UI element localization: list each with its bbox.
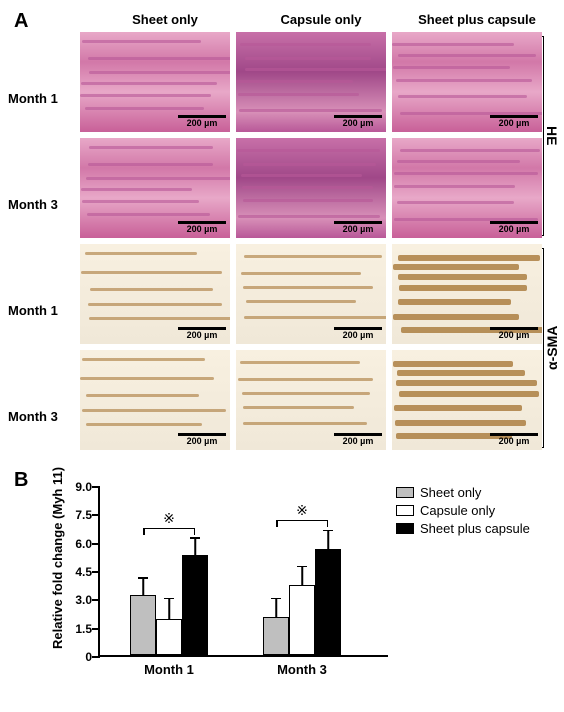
col-header: Capsule only [246,12,396,27]
scale-bar: 200 µm [178,115,226,128]
micrograph: 200 µm [392,350,542,450]
stain-label-he: HE [544,36,560,236]
ytick-label: 6.0 [66,537,92,551]
micrograph: 200 µm [392,32,542,132]
ytick-label: 4.5 [66,565,92,579]
legend-item: Sheet only [396,485,530,500]
scale-bar: 200 µm [490,221,538,234]
scale-bar: 200 µm [490,115,538,128]
column-headers: Sheet only Capsule only Sheet plus capsu… [90,12,552,27]
row-label: Month 1 [8,48,58,148]
significance-bracket [143,528,195,534]
micrograph: 200 µm [80,32,230,132]
bar [130,595,156,655]
ytick-label: 9.0 [66,480,92,494]
micrograph: 200 µm [236,244,386,344]
micrograph: 200 µm [236,32,386,132]
micrograph-grid: 200 µm 200 µm 200 µm 200 µm 200 µm 200 µm 200 … [80,32,542,450]
col-header: Sheet only [90,12,240,27]
scale-bar: 200 µm [178,327,226,340]
legend-label: Sheet plus capsule [420,521,530,536]
ytick-label: 3.0 [66,593,92,607]
micrograph: 200 µm [236,350,386,450]
panel-a: A Sheet only Capsule only Sheet plus cap… [8,10,556,465]
row-label: Month 1 [8,260,58,360]
col-header: Sheet plus capsule [402,12,552,27]
micrograph: 200 µm [80,138,230,238]
legend-label: Sheet only [420,485,481,500]
scale-bar: 200 µm [490,433,538,446]
panel-a-label: A [14,10,28,33]
y-axis-label: Relative fold change (Myh 11) [50,467,65,649]
bar-chart: 01.53.04.56.07.59.0Month 1Month 3※※ [98,487,388,657]
scale-bar: 200 µm [334,115,382,128]
stain-label-sma: α-SMA [544,248,560,448]
bar [289,585,315,655]
ytick-label: 7.5 [66,508,92,522]
scale-bar: 200 µm [334,221,382,234]
micrograph: 200 µm [80,244,230,344]
significance-marker: ※ [163,510,175,527]
panel-b: B Relative fold change (Myh 11) 0 1.5 3.0 4… [8,469,556,699]
scale-bar: 200 µm [334,327,382,340]
micrograph: 200 µm [236,138,386,238]
scale-bar: 200 µm [178,433,226,446]
bar [315,549,341,655]
ytick-label: 1.5 [66,622,92,636]
legend-swatch [396,487,414,498]
xtick-label: Month 3 [277,662,327,677]
row-labels: Month 1 Month 3 Month 1 Month 3 [8,48,58,466]
scale-bar: 200 µm [334,433,382,446]
significance-marker: ※ [296,502,308,519]
legend-swatch [396,523,414,534]
row-label: Month 3 [8,154,58,254]
panel-b-label: B [14,469,28,492]
bar [156,619,182,655]
micrograph: 200 µm [80,350,230,450]
legend-item: Sheet plus capsule [396,521,530,536]
scale-bar: 200 µm [490,327,538,340]
bar [182,555,208,655]
ytick-label: 0 [66,650,92,664]
legend-label: Capsule only [420,503,495,518]
xtick-label: Month 1 [144,662,194,677]
legend-swatch [396,505,414,516]
micrograph: 200 µm [392,244,542,344]
legend-item: Capsule only [396,503,530,518]
bar [263,617,289,655]
chart-legend: Sheet only Capsule only Sheet plus capsu… [396,485,530,539]
micrograph: 200 µm [392,138,542,238]
scale-bar: 200 µm [178,221,226,234]
significance-bracket [276,520,328,526]
row-label: Month 3 [8,366,58,466]
